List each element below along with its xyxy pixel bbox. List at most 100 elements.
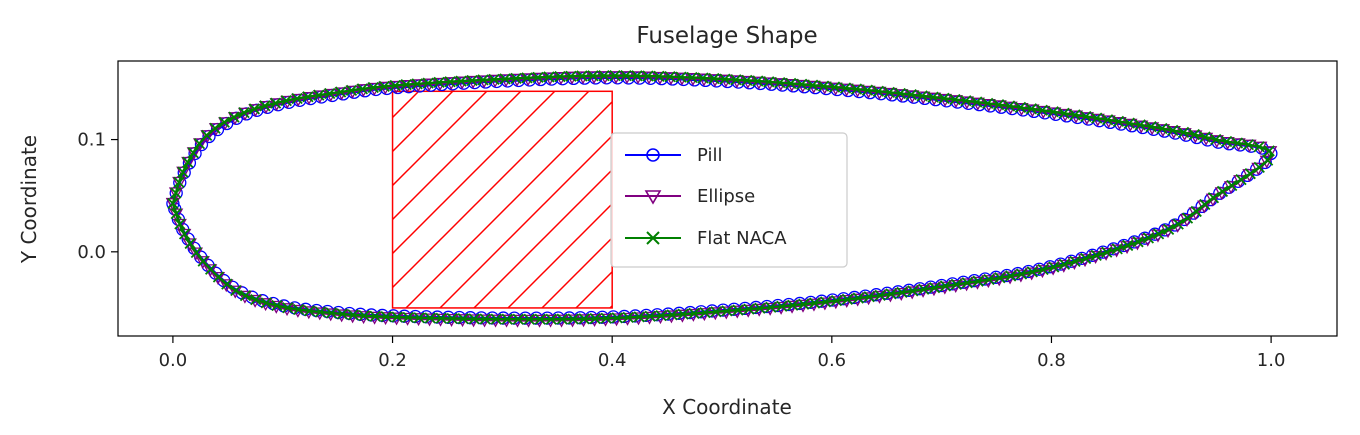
data-point-flat-naca	[972, 275, 984, 287]
data-point-flat-naca	[961, 277, 973, 289]
data-point-flat-naca	[446, 312, 458, 325]
data-point-flat-naca	[620, 70, 632, 82]
data-point-ellipse	[193, 138, 208, 152]
data-point-flat-naca	[1101, 114, 1114, 126]
data-point-flat-naca	[1047, 106, 1059, 118]
data-point-flat-naca	[282, 302, 294, 314]
data-point-flat-naca	[567, 313, 579, 325]
data-point-flat-naca	[324, 87, 336, 100]
data-point-flat-naca	[741, 74, 753, 87]
legend-label-pill: Pill	[697, 145, 722, 166]
data-point-flat-naca	[686, 71, 698, 84]
data-point-flat-naca	[422, 77, 434, 89]
data-point-flat-naca	[391, 311, 403, 323]
data-point-flat-naca	[402, 311, 414, 324]
data-point-ellipse	[182, 238, 197, 252]
data-point-flat-naca	[819, 296, 832, 308]
data-point-flat-naca	[488, 73, 500, 85]
data-point-flat-naca	[939, 280, 952, 292]
data-point-flat-naca	[830, 295, 843, 307]
data-point-flat-naca	[611, 312, 623, 324]
data-point-flat-naca	[170, 187, 182, 199]
x-tick-label: 0.2	[378, 350, 407, 371]
data-point-flat-naca	[1101, 246, 1113, 258]
data-point-flat-naca	[982, 97, 994, 109]
data-point-flat-naca	[411, 78, 423, 90]
data-point-flat-naca	[534, 313, 546, 325]
data-point-flat-naca	[1069, 109, 1081, 121]
data-point-flat-naca	[949, 93, 961, 106]
data-point-flat-naca	[872, 85, 885, 97]
data-point-flat-naca	[182, 156, 194, 168]
x-tick-label: 0.8	[1037, 350, 1066, 371]
data-point-flat-naca	[798, 298, 810, 310]
data-point-flat-naca	[839, 82, 852, 94]
data-point-flat-naca	[631, 70, 643, 82]
legend-entry-ellipse: Ellipse	[625, 186, 755, 207]
legend-box	[610, 132, 848, 268]
data-point-flat-naca	[260, 297, 272, 309]
data-point-flat-naca	[721, 305, 733, 317]
data-point-flat-naca	[655, 309, 667, 322]
data-point-flat-naca	[1235, 173, 1247, 186]
data-point-flat-naca	[174, 218, 186, 230]
data-point-flat-naca	[863, 291, 875, 303]
data-point-flat-naca	[754, 302, 766, 314]
legend-marker-pill	[646, 148, 660, 162]
data-point-flat-naca	[1080, 110, 1092, 123]
data-point-flat-naca	[532, 71, 544, 84]
data-point-flat-naca	[1122, 239, 1134, 252]
data-point-flat-naca	[1207, 192, 1220, 204]
y-tick-label: 0.1	[77, 130, 106, 151]
legend-label-flat-naca: Flat NACA	[697, 228, 787, 249]
x-tick-label: 0.4	[598, 350, 627, 371]
data-point-flat-naca	[367, 81, 379, 94]
data-point-flat-naca	[960, 95, 972, 107]
data-point-flat-naca	[413, 312, 425, 324]
data-point-ellipse	[186, 147, 201, 161]
legend-label-ellipse: Ellipse	[697, 186, 755, 207]
data-point-flat-naca	[1048, 261, 1060, 273]
data-point-flat-naca	[455, 75, 467, 87]
data-point-flat-naca	[218, 116, 230, 128]
data-point-flat-naca	[828, 81, 841, 93]
data-point-flat-naca	[184, 237, 196, 250]
data-point-flat-naca	[173, 176, 185, 189]
data-point-flat-naca	[808, 297, 821, 309]
data-point-flat-naca	[230, 284, 242, 297]
data-point-ellipse	[165, 197, 181, 211]
data-point-flat-naca	[521, 72, 533, 84]
data-point-flat-naca	[1199, 198, 1211, 211]
data-point-flat-naca	[1242, 138, 1254, 151]
data-point-flat-naca	[1134, 119, 1146, 131]
data-point-flat-naca	[1037, 263, 1049, 276]
data-point-flat-naca	[896, 286, 908, 299]
data-point-ellipse	[169, 208, 184, 222]
data-point-flat-naca	[653, 70, 665, 82]
data-point-flat-naca	[719, 73, 731, 85]
data-point-flat-naca	[424, 312, 436, 324]
data-point-flat-naca	[774, 76, 786, 89]
data-point-flat-naca	[1244, 168, 1256, 180]
data-point-flat-naca	[874, 289, 886, 301]
legend-entry-flat-naca: Flat NACA	[625, 228, 787, 249]
data-point-flat-naca	[697, 72, 709, 84]
data-point-flat-naca	[938, 92, 950, 104]
data-point-flat-naca	[1188, 128, 1200, 141]
data-point-flat-naca	[1253, 161, 1265, 174]
data-point-flat-naca	[302, 91, 314, 103]
data-point-flat-naca	[250, 294, 262, 306]
data-point-flat-naca	[303, 305, 316, 317]
data-point-flat-naca	[609, 69, 621, 82]
data-point-flat-naca	[752, 75, 764, 87]
data-point-flat-naca	[1216, 185, 1229, 198]
data-point-flat-naca	[1152, 228, 1165, 240]
plot-frame	[117, 60, 1338, 337]
data-point-flat-naca	[1132, 236, 1144, 248]
data-point-flat-naca	[292, 303, 305, 316]
data-point-flat-naca	[675, 71, 687, 83]
data-point-flat-naca	[850, 83, 863, 95]
data-point-ellipse	[188, 247, 204, 261]
data-point-flat-naca	[861, 84, 874, 96]
data-point-flat-naca	[369, 310, 381, 322]
